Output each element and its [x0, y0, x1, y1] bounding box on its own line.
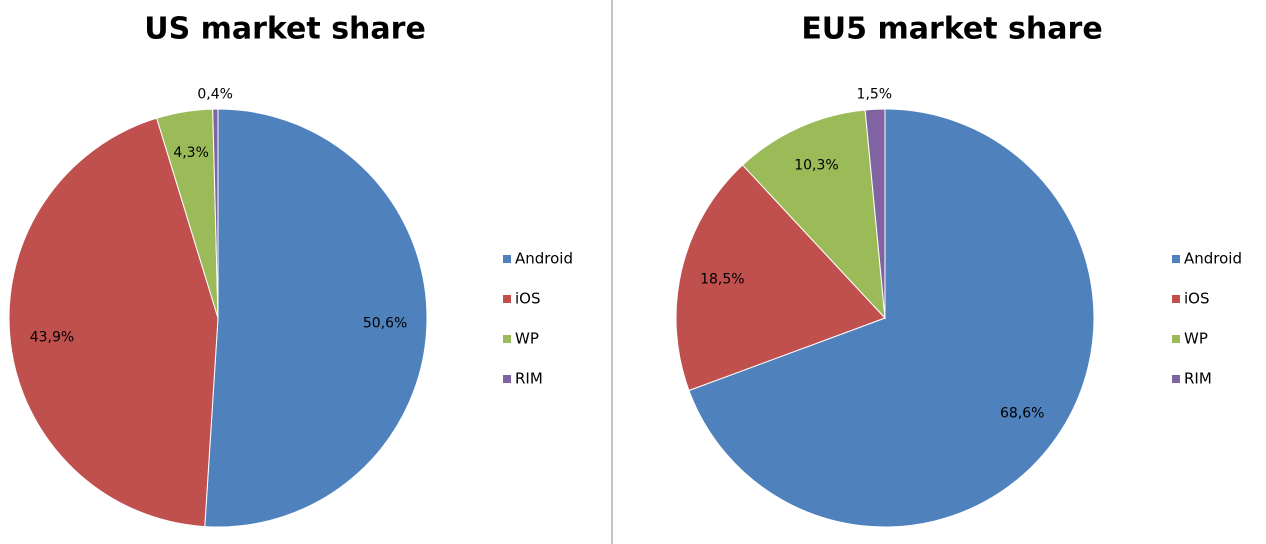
- pie-slice: [204, 108, 428, 528]
- legend-swatch: [1172, 375, 1180, 383]
- data-label: 68,6%: [1000, 406, 1044, 422]
- chart-title: US market share: [144, 12, 426, 47]
- pie-slice: [864, 108, 886, 319]
- legend-swatch: [503, 255, 511, 263]
- legend-swatch: [503, 295, 511, 303]
- legend-swatch: [1172, 295, 1180, 303]
- legend-label: Android: [515, 250, 573, 268]
- data-label: 50,6%: [363, 315, 407, 331]
- pie-slice: [688, 108, 1095, 528]
- legend-label: iOS: [515, 290, 541, 308]
- legend-label: Android: [1184, 250, 1242, 268]
- legend-label: iOS: [1184, 290, 1210, 308]
- pie-slice: [8, 117, 219, 528]
- legend-swatch: [503, 335, 511, 343]
- legend-label: WP: [515, 330, 539, 348]
- data-label: 43,9%: [30, 330, 74, 346]
- data-label: 0,4%: [197, 86, 233, 102]
- legend-label: RIM: [515, 370, 543, 388]
- legend-swatch: [503, 375, 511, 383]
- pie-slice: [741, 109, 886, 320]
- data-label: 4,3%: [173, 145, 209, 161]
- legend-label: RIM: [1184, 370, 1212, 388]
- pie-slice: [675, 164, 886, 392]
- data-label: 1,5%: [857, 87, 893, 103]
- data-label: 10,3%: [794, 158, 838, 174]
- pie-slice: [212, 108, 219, 319]
- legend-label: WP: [1184, 330, 1208, 348]
- chart-title: EU5 market share: [801, 12, 1102, 47]
- legend-swatch: [1172, 255, 1180, 263]
- legend-swatch: [1172, 335, 1180, 343]
- data-label: 18,5%: [700, 271, 744, 287]
